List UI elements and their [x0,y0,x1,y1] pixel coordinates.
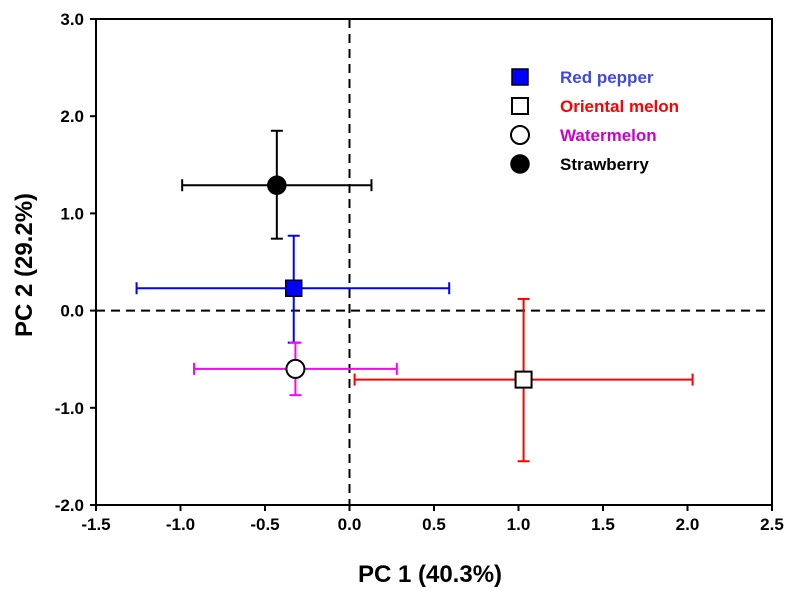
x-tick-label: 2.0 [676,515,700,534]
x-axis-title: PC 1 (40.3%) [358,561,502,588]
data-point-oriental-melon [514,370,533,389]
legend: Red pepper Oriental melon Watermelon Strawb… [510,68,679,174]
y-tick-label: 2.0 [60,107,84,126]
legend-label-strawberry: Strawberry [560,155,649,174]
legend-marker-watermelon [510,125,530,145]
data-markers [267,175,533,389]
reference-lines [96,19,772,505]
legend-marker-oriental-melon [511,97,529,115]
y-axis-title: PC 2 (29.2%) [11,193,38,337]
legend-label-oriental-melon: Oriental melon [560,97,679,116]
x-tick-label: -1.5 [81,515,110,534]
x-tick-label: -1.0 [166,515,195,534]
x-axis-ticks: -1.5 -1.0 -0.5 0.0 0.5 1.0 1.5 2.0 2.5 [81,505,784,534]
x-tick-label: 1.5 [591,515,615,534]
y-tick-label: 1.0 [60,204,84,223]
legend-marker-strawberry [510,154,530,174]
x-tick-label: 0.5 [422,515,446,534]
y-tick-label: -2.0 [55,496,84,515]
data-point-red-pepper [284,279,303,297]
x-tick-label: 2.5 [760,515,784,534]
y-tick-label: 3.0 [60,10,84,29]
data-point-strawberry [267,175,287,195]
data-point-watermelon [285,358,306,379]
y-tick-label: 0.0 [60,302,84,321]
x-tick-label: 1.0 [507,515,531,534]
x-tick-label: -0.5 [250,515,279,534]
x-tick-label: 0.0 [338,515,362,534]
legend-label-red-pepper: Red pepper [560,68,654,87]
error-bars [135,129,694,463]
y-tick-label: -1.0 [55,399,84,418]
legend-marker-red-pepper [511,68,529,86]
legend-label-watermelon: Watermelon [560,126,657,145]
plot-frame [95,18,773,506]
y-axis-ticks: -2.0 -1.0 0.0 1.0 2.0 3.0 [55,10,96,515]
